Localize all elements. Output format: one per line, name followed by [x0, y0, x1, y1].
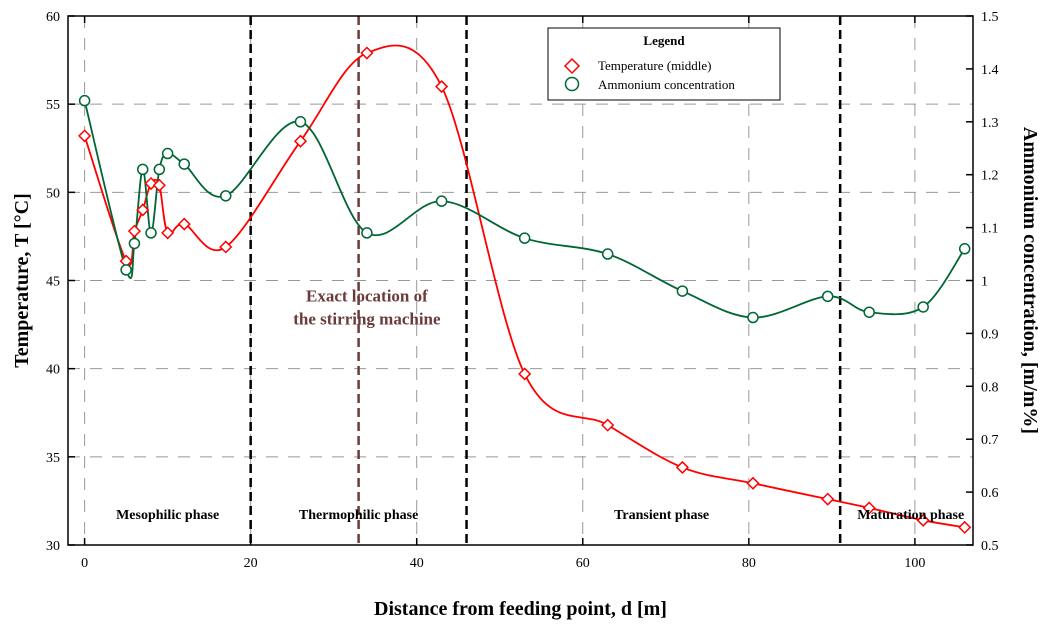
x-tick-label: 40 [410, 556, 424, 571]
left-axis-label: Temperature, T [°C] [11, 193, 33, 367]
x-tick-label: 20 [244, 556, 258, 571]
data-point-temperature [746, 476, 760, 490]
x-tick-label: 60 [576, 556, 590, 571]
data-point-temperature [601, 418, 615, 432]
data-point-temperature [152, 178, 166, 192]
data-point-temperature [821, 492, 835, 506]
right-tick-label: 1.3 [981, 116, 999, 131]
data-point-temperature [675, 460, 689, 474]
right-axis-label: Ammonium concentration, [m/m%] [1019, 127, 1041, 434]
left-tick-label: 50 [46, 186, 60, 201]
x-axis-label: Distance from feeding point, d [m] [374, 598, 667, 620]
data-point-ammonium [78, 94, 91, 107]
right-axis-ticks: 0.5 0.6 0.7 0.8 0.9 1 1.1 1.2 1.3 1.4 1.5 [966, 10, 999, 554]
legend-title: Legend [643, 33, 685, 48]
data-point-temperature [916, 513, 930, 527]
data-point-ammonium [361, 227, 373, 239]
data-point-temperature [177, 217, 191, 231]
data-point-temperature [136, 203, 150, 217]
legend-entry-ammonium: Ammonium concentration [598, 77, 735, 92]
data-point-temperature [518, 367, 532, 381]
data-point-ammonium [863, 306, 875, 318]
left-tick-label: 40 [46, 363, 60, 378]
right-tick-label: 1.2 [981, 169, 999, 184]
x-tick-label: 0 [81, 556, 88, 571]
data-point-ammonium [178, 158, 190, 170]
phase-label: Maturation phase [857, 508, 964, 523]
phase-label: Mesophilic phase [116, 508, 219, 523]
data-point-ammonium [220, 190, 232, 202]
data-point-ammonium [128, 237, 141, 250]
data-point-temperature [862, 501, 876, 515]
legend-marker-temperature [563, 57, 581, 75]
phase-labels: Mesophilic phase Thermophilic phase Transi… [116, 508, 964, 523]
left-tick-label: 45 [46, 275, 60, 290]
data-point-temperature [435, 79, 449, 94]
stirring-annotation-line-2: the stirring machine [293, 310, 441, 329]
phase-boundaries [249, 16, 842, 545]
data-point-ammonium [601, 248, 614, 260]
legend: Legend Temperature (middle) Ammonium con… [547, 27, 781, 101]
right-tick-label: 0.7 [981, 433, 999, 448]
right-tick-label: 1.4 [981, 63, 999, 78]
right-tick-label: 0.8 [981, 380, 999, 395]
data-point-ammonium [120, 264, 132, 276]
data-point-ammonium [518, 232, 531, 244]
data-point-temperature [219, 240, 233, 254]
data-point-temperature [144, 176, 158, 191]
left-tick-label: 30 [46, 539, 60, 554]
right-tick-label: 1.5 [981, 10, 999, 25]
phase-label: Transient phase [614, 508, 709, 523]
data-point-ammonium [136, 163, 149, 176]
data-point-ammonium [958, 243, 971, 255]
data-point-ammonium [153, 163, 166, 176]
data-point-ammonium [821, 290, 834, 303]
data-point-ammonium [917, 301, 929, 313]
data-point-temperature [293, 134, 308, 148]
data-point-temperature [78, 129, 92, 143]
legend-box [547, 27, 781, 101]
data-point-temperature [360, 46, 374, 60]
data-point-temperature [161, 226, 175, 240]
left-tick-label: 35 [46, 451, 60, 466]
data-point-ammonium [435, 195, 448, 207]
right-tick-label: 0.5 [981, 539, 999, 554]
phase-label: Thermophilic phase [299, 508, 418, 523]
legend-entry-temperature: Temperature (middle) [598, 58, 712, 73]
x-tick-label: 100 [904, 556, 925, 571]
data-point-ammonium [145, 227, 157, 239]
data-point-temperature [958, 520, 972, 534]
left-tick-label: 55 [46, 98, 60, 113]
x-tick-label: 80 [742, 556, 756, 571]
left-axis-ticks: 30 35 40 45 50 55 60 [46, 10, 75, 554]
grid [68, 16, 973, 545]
data-point-ammonium [161, 147, 174, 160]
right-tick-label: 0.9 [981, 327, 999, 342]
left-tick-label: 60 [46, 10, 60, 25]
right-tick-label: 1.1 [981, 222, 999, 237]
right-tick-label: 1 [981, 275, 988, 290]
data-point-temperature [127, 224, 141, 238]
data-point-ammonium [294, 116, 307, 128]
series-markers [78, 46, 972, 534]
data-point-ammonium [747, 311, 759, 324]
legend-marker-ammonium [564, 76, 580, 92]
stirring-annotation-line-1: Exact location of [306, 287, 428, 306]
right-tick-label: 0.6 [981, 486, 999, 501]
data-point-ammonium [676, 285, 689, 297]
x-axis-ticks: 0 20 40 60 80 100 [81, 16, 925, 571]
